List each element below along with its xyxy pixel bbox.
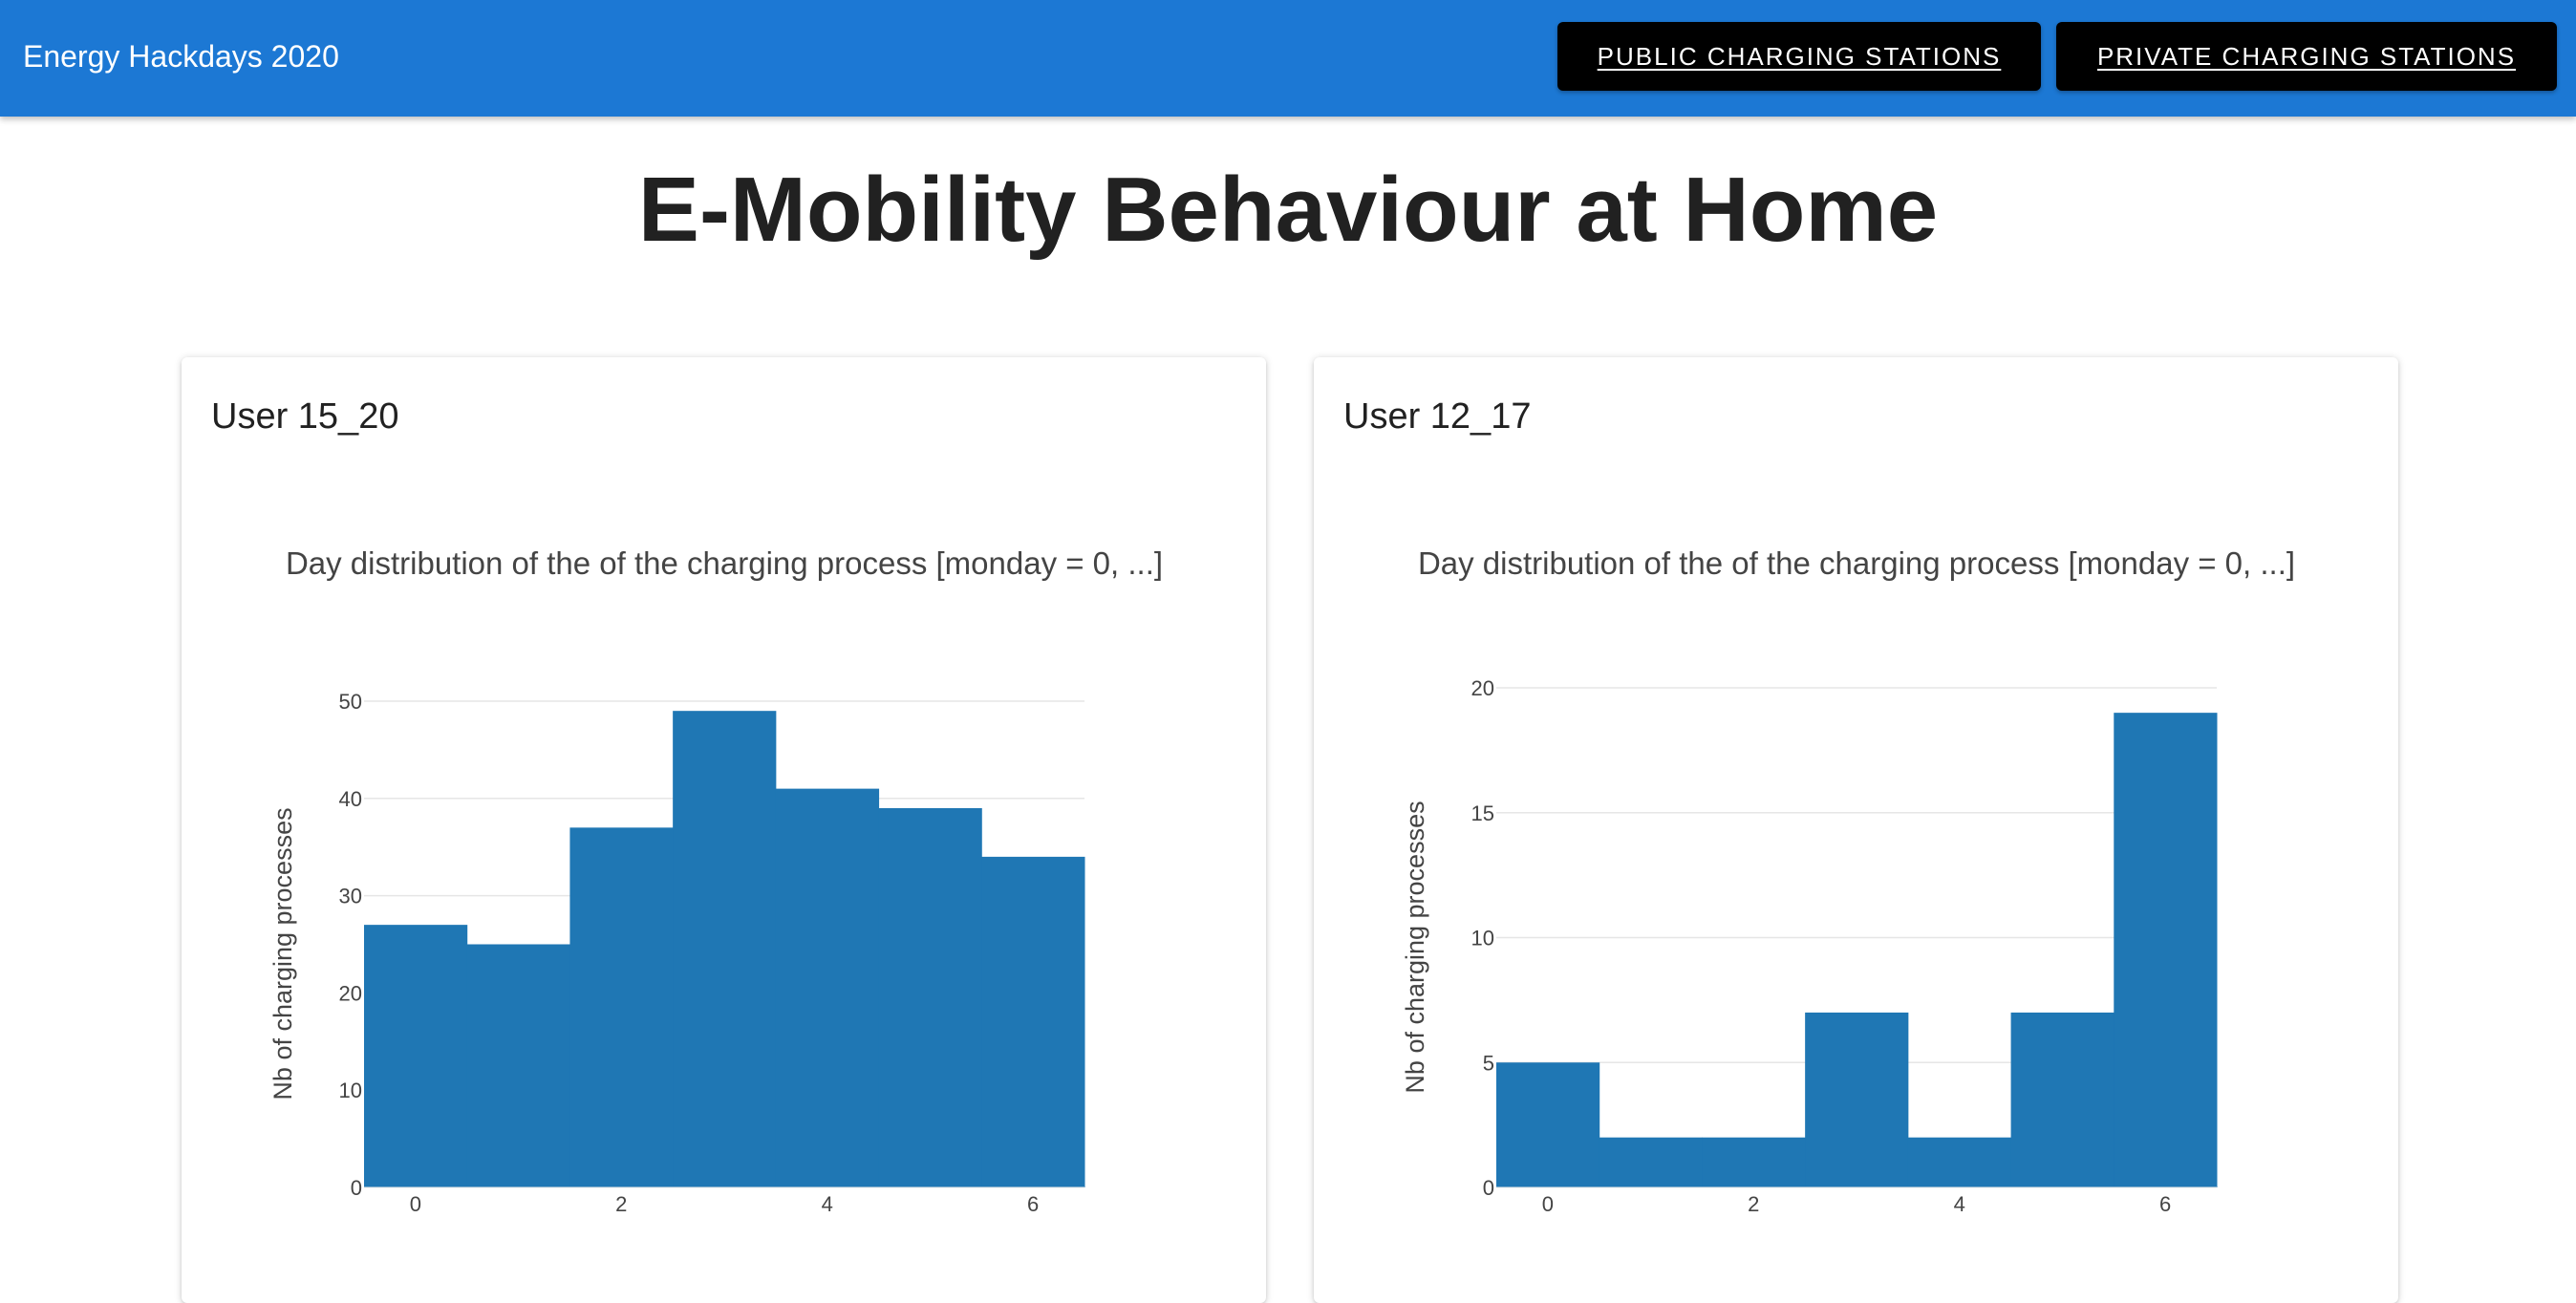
private-charging-stations-button[interactable]: PRIVATE CHARGING STATIONS [2056, 22, 2557, 91]
x-tick-label: 6 [1027, 1192, 1039, 1216]
y-tick-label: 20 [339, 981, 362, 1005]
histogram-chart: Day distribution of the of the charging … [1401, 545, 2295, 1216]
bar [775, 788, 880, 1187]
y-axis-label: Nb of charging processes [1401, 801, 1429, 1093]
x-tick-label: 0 [410, 1192, 421, 1216]
bar [1805, 1012, 1909, 1187]
chart-title: Day distribution of the of the charging … [1418, 545, 2295, 581]
app-bar: Energy Hackdays 2020 PUBLIC CHARGING STA… [0, 0, 2576, 117]
chart-title: Day distribution of the of the charging … [286, 545, 1163, 581]
card-title: User 15_20 [211, 396, 399, 437]
x-tick-label: 0 [1542, 1192, 1554, 1216]
bar [364, 925, 468, 1187]
x-tick-label: 4 [822, 1192, 833, 1216]
y-tick-label: 0 [351, 1176, 362, 1200]
x-tick-label: 2 [1748, 1192, 1759, 1216]
x-tick-label: 2 [615, 1192, 627, 1216]
y-tick-label: 40 [339, 787, 362, 811]
public-charging-stations-button[interactable]: PUBLIC CHARGING STATIONS [1557, 22, 2041, 91]
y-tick-label: 5 [1483, 1051, 1494, 1075]
y-tick-label: 20 [1471, 676, 1494, 700]
x-tick-label: 4 [1954, 1192, 1965, 1216]
x-tick-label: 6 [2159, 1192, 2171, 1216]
histogram-chart: Day distribution of the of the charging … [268, 545, 1163, 1216]
app-title: Energy Hackdays 2020 [23, 39, 339, 74]
y-tick-label: 15 [1471, 801, 1494, 825]
card-title: User 12_17 [1343, 396, 1532, 437]
y-tick-label: 10 [1471, 927, 1494, 951]
bar [673, 711, 777, 1187]
bar [878, 807, 982, 1187]
y-tick-label: 10 [339, 1079, 362, 1102]
bar [981, 856, 1085, 1187]
bar [466, 944, 570, 1187]
bar [569, 827, 674, 1187]
y-tick-label: 50 [339, 690, 362, 714]
y-axis-label: Nb of charging processes [268, 807, 297, 1100]
user-card: User 15_20 Day distribution of the of th… [182, 357, 1266, 1303]
bar [1907, 1137, 2012, 1187]
bar [1702, 1137, 1806, 1187]
bar [2010, 1012, 2114, 1187]
page-title: E-Mobility Behaviour at Home [637, 159, 1939, 261]
y-tick-label: 0 [1483, 1176, 1494, 1200]
bar [1496, 1062, 1600, 1187]
bar [1599, 1137, 1703, 1187]
y-tick-label: 30 [339, 885, 362, 908]
user-card: User 12_17 Day distribution of the of th… [1314, 357, 2398, 1303]
bar [2114, 713, 2218, 1187]
